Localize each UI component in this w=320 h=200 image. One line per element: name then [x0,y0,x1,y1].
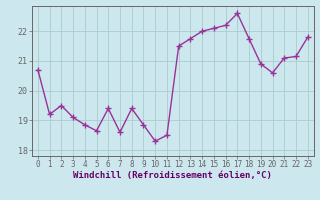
X-axis label: Windchill (Refroidissement éolien,°C): Windchill (Refroidissement éolien,°C) [73,171,272,180]
